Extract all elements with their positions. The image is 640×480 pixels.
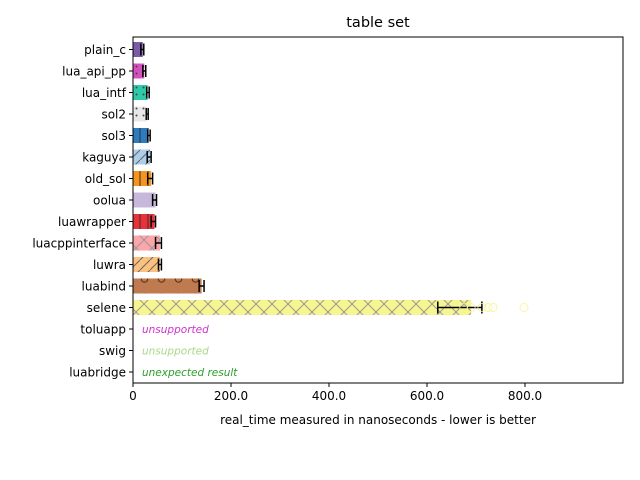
bar xyxy=(133,192,156,208)
x-axis-ticks: 0 200.0 400.0 600.0 800.0 xyxy=(129,383,542,403)
y-tick-label: old_sol xyxy=(85,172,126,186)
bar-hatch xyxy=(133,63,145,79)
chart-marks: unsupported unsupported unexpected result xyxy=(133,42,529,379)
bar-hatch xyxy=(133,257,160,272)
x-tick-label: 400.0 xyxy=(312,389,346,403)
y-tick-label: luacppinterface xyxy=(32,237,126,251)
bar-hatch xyxy=(133,149,151,165)
bar-hatch xyxy=(133,278,202,294)
x-tick-label: 600.0 xyxy=(410,389,444,403)
outlier-point xyxy=(483,303,493,312)
bar-hatch xyxy=(133,214,155,229)
y-tick-label: kaguya xyxy=(82,151,126,165)
outlier-point xyxy=(488,303,498,312)
y-tick-label: luawrapper xyxy=(58,215,126,229)
y-tick-label: lua_api_pp xyxy=(62,65,126,79)
bar-annotation: unsupported xyxy=(142,324,209,336)
outlier-point xyxy=(459,303,469,312)
y-tick-label: luwra xyxy=(93,258,126,272)
y-tick-label: toluapp xyxy=(80,323,126,337)
y-tick-label: swig xyxy=(99,344,126,358)
y-tick-label: selene xyxy=(87,301,126,315)
x-axis-label: real_time measured in nanoseconds - lowe… xyxy=(220,413,536,427)
y-tick-label: oolua xyxy=(93,194,126,208)
y-tick-label: sol2 xyxy=(101,108,126,122)
x-tick-label: 0 xyxy=(129,389,137,403)
outlier-point xyxy=(477,303,487,312)
y-axis-ticks: plain_c lua_api_pp lua_intf sol2 sol3 kaguya o… xyxy=(32,43,133,380)
bar-annotation: unexpected result xyxy=(142,367,238,379)
plot-frame xyxy=(132,36,624,384)
y-tick-label: sol3 xyxy=(101,129,126,143)
x-tick-label: 800.0 xyxy=(508,389,542,403)
bar-hatch xyxy=(133,106,148,122)
bar-hatch xyxy=(133,128,149,143)
outlier-point xyxy=(519,303,529,312)
bar-hatch xyxy=(133,171,152,186)
y-tick-label: plain_c xyxy=(84,43,126,57)
y-tick-label: luabridge xyxy=(69,366,126,380)
x-tick-label: 200.0 xyxy=(214,389,248,403)
bar-hatch xyxy=(133,235,160,251)
y-tick-label: lua_intf xyxy=(82,86,127,100)
bar-annotation: unsupported xyxy=(142,346,209,358)
outlier-point xyxy=(466,303,476,312)
bar-hatch xyxy=(133,300,472,315)
bar-hatch xyxy=(133,85,148,100)
chart-title: table set xyxy=(346,15,410,31)
y-tick-label: luabind xyxy=(82,280,126,294)
bar xyxy=(133,42,143,57)
